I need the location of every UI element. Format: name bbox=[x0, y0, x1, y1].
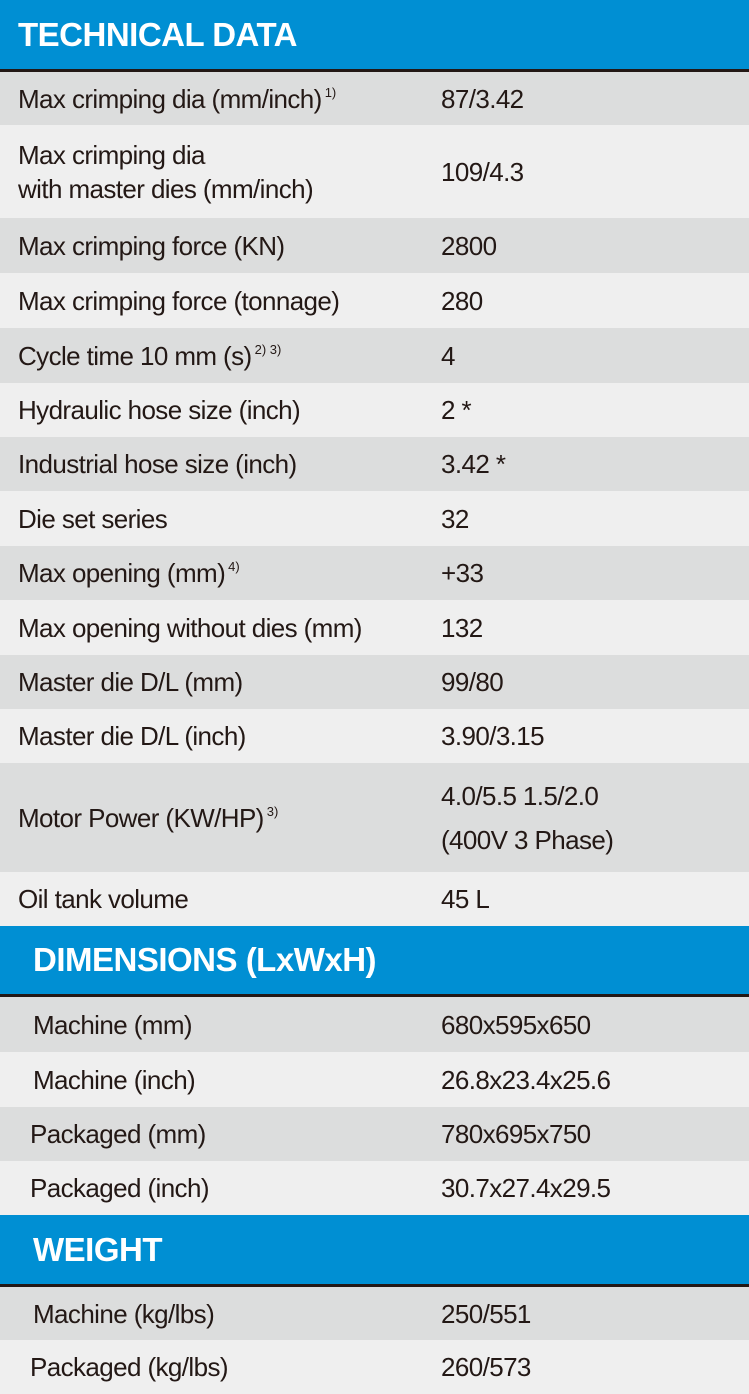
spec-value: 109/4.3 bbox=[441, 156, 524, 187]
footnote-ref: 1) bbox=[324, 84, 337, 100]
weight-section: WEIGHT Machine (kg/lbs) 250/551 Packaged (k… bbox=[0, 1215, 749, 1394]
spec-row: Max opening (mm) 4) +33 bbox=[0, 546, 749, 600]
spec-row: Master die D/L (inch) 3.90/3.15 bbox=[0, 709, 749, 763]
footnote-ref: 3) bbox=[266, 803, 279, 819]
spec-row: Max crimping force (KN) 2800 bbox=[0, 218, 749, 273]
spec-label: Max crimping dia with master dies (mm/in… bbox=[0, 138, 441, 206]
spec-label-text: Max crimping dia (mm/inch) bbox=[18, 83, 322, 114]
spec-row: Machine (kg/lbs) 250/551 bbox=[0, 1287, 749, 1340]
spec-value: 3.42 * bbox=[441, 449, 506, 479]
spec-label: Max opening (mm) 4) bbox=[0, 556, 441, 590]
spec-row: Hydraulic hose size (inch) 2 * bbox=[0, 383, 749, 437]
spec-label-text: Machine (inch) bbox=[33, 1064, 196, 1095]
spec-row: Machine (inch) 26.8x23.4x25.6 bbox=[0, 1052, 749, 1107]
spec-value: 780x695x750 bbox=[441, 1119, 591, 1149]
spec-label: Max crimping force (tonnage) bbox=[0, 284, 441, 318]
spec-label-text: Industrial hose size (inch) bbox=[18, 449, 297, 479]
spec-label: Packaged (kg/lbs) bbox=[0, 1350, 441, 1384]
spec-label: Max crimping force (KN) bbox=[0, 229, 441, 263]
spec-label: Industrial hose size (inch) bbox=[0, 447, 441, 481]
footnote-ref: 2) 3) bbox=[254, 341, 282, 357]
spec-label-text: Machine (mm) bbox=[33, 1009, 193, 1040]
spec-label: Packaged (inch) bbox=[0, 1171, 441, 1205]
spec-label-text: Oil tank volume bbox=[18, 884, 189, 914]
spec-value: +33 bbox=[441, 558, 484, 588]
spec-label-text: Master die D/L (inch) bbox=[18, 721, 246, 751]
spec-label: Packaged (mm) bbox=[0, 1117, 441, 1151]
spec-label-text: Machine (kg/lbs) bbox=[33, 1298, 215, 1329]
spec-value: 280 bbox=[441, 285, 483, 316]
spec-value: 26.8x23.4x25.6 bbox=[441, 1064, 611, 1095]
spec-label-text: Max crimping force (tonnage) bbox=[18, 285, 340, 316]
spec-label: Master die D/L (mm) bbox=[0, 665, 441, 699]
spec-label-text: Max crimping force (KN) bbox=[18, 230, 285, 261]
spec-row: Master die D/L (mm) 99/80 bbox=[0, 655, 749, 709]
spec-value: 680x595x650 bbox=[441, 1009, 591, 1040]
spec-label: Master die D/L (inch) bbox=[0, 719, 441, 753]
spec-value: 32 bbox=[441, 503, 469, 534]
spec-value: 99/80 bbox=[441, 667, 504, 697]
spec-row: Industrial hose size (inch) 3.42 * bbox=[0, 437, 749, 491]
spec-value: 2800 bbox=[441, 230, 497, 261]
spec-label: Machine (mm) bbox=[0, 1008, 441, 1042]
spec-label: Cycle time 10 mm (s) 2) 3) bbox=[0, 339, 441, 373]
spec-label-text: Max crimping dia with master dies (mm/in… bbox=[18, 139, 314, 204]
spec-row: Cycle time 10 mm (s) 2) 3) 4 bbox=[0, 328, 749, 383]
technical-data-heading: TECHNICAL DATA bbox=[0, 0, 749, 72]
dimensions-section: DIMENSIONS (LxWxH) Machine (mm) 680x595x65… bbox=[0, 926, 749, 1215]
spec-row: Max crimping dia with master dies (mm/in… bbox=[0, 125, 749, 218]
spec-row: Max opening without dies (mm) 132 bbox=[0, 600, 749, 655]
spec-label: Max opening without dies (mm) bbox=[0, 611, 441, 645]
spec-label-text: Master die D/L (mm) bbox=[18, 667, 243, 697]
dimensions-heading: DIMENSIONS (LxWxH) bbox=[0, 926, 749, 997]
spec-value: 132 bbox=[441, 612, 483, 643]
weight-heading: WEIGHT bbox=[0, 1215, 749, 1287]
spec-value: 4.0/5.5 1.5/2.0 (400V 3 Phase) bbox=[441, 780, 614, 855]
spec-label-text: Packaged (mm) bbox=[30, 1119, 206, 1149]
spec-label: Machine (inch) bbox=[0, 1063, 441, 1097]
spec-value: 2 * bbox=[441, 395, 472, 425]
spec-label-text: Packaged (inch) bbox=[30, 1173, 209, 1203]
spec-label-text: Max opening (mm) bbox=[18, 558, 226, 588]
spec-value: 3.90/3.15 bbox=[441, 721, 545, 751]
footnote-ref: 4) bbox=[228, 559, 240, 574]
spec-label: Motor Power (KW/HP) 3) bbox=[0, 801, 441, 835]
spec-value: 260/573 bbox=[441, 1352, 531, 1382]
spec-label-text: Max opening without dies (mm) bbox=[18, 612, 362, 643]
spec-row: Motor Power (KW/HP) 3) 4.0/5.5 1.5/2.0 (40… bbox=[0, 763, 749, 872]
spec-label-text: Packaged (kg/lbs) bbox=[30, 1352, 229, 1382]
spec-label-text: Hydraulic hose size (inch) bbox=[18, 395, 301, 425]
spec-value: 250/551 bbox=[441, 1298, 531, 1329]
spec-row: Packaged (inch) 30.7x27.4x29.5 bbox=[0, 1161, 749, 1215]
spec-value: 45 L bbox=[441, 884, 490, 914]
spec-value: 4 bbox=[441, 340, 455, 371]
spec-row: Packaged (mm) 780x695x750 bbox=[0, 1107, 749, 1161]
spec-row: Max crimping dia (mm/inch) 1) 87/3.42 bbox=[0, 72, 749, 125]
spec-row: Machine (mm) 680x595x650 bbox=[0, 997, 749, 1052]
spec-row: Packaged (kg/lbs) 260/573 bbox=[0, 1340, 749, 1394]
spec-label-text: Die set series bbox=[18, 503, 168, 534]
spec-row: Max crimping force (tonnage) 280 bbox=[0, 273, 749, 328]
spec-row: Oil tank volume 45 L bbox=[0, 872, 749, 926]
spec-label: Die set series bbox=[0, 502, 441, 536]
spec-label-text: Cycle time 10 mm (s) bbox=[18, 340, 252, 371]
spec-value: 87/3.42 bbox=[441, 83, 524, 114]
spec-value: 30.7x27.4x29.5 bbox=[441, 1173, 611, 1203]
spec-label: Hydraulic hose size (inch) bbox=[0, 393, 441, 427]
spec-label: Max crimping dia (mm/inch) 1) bbox=[0, 82, 441, 116]
spec-label: Machine (kg/lbs) bbox=[0, 1297, 441, 1331]
spec-row: Die set series 32 bbox=[0, 491, 749, 546]
technical-data-section: TECHNICAL DATA Max crimping dia (mm/inch)… bbox=[0, 0, 749, 926]
spec-label-text: Motor Power (KW/HP) bbox=[18, 802, 264, 833]
spec-label: Oil tank volume bbox=[0, 882, 441, 916]
